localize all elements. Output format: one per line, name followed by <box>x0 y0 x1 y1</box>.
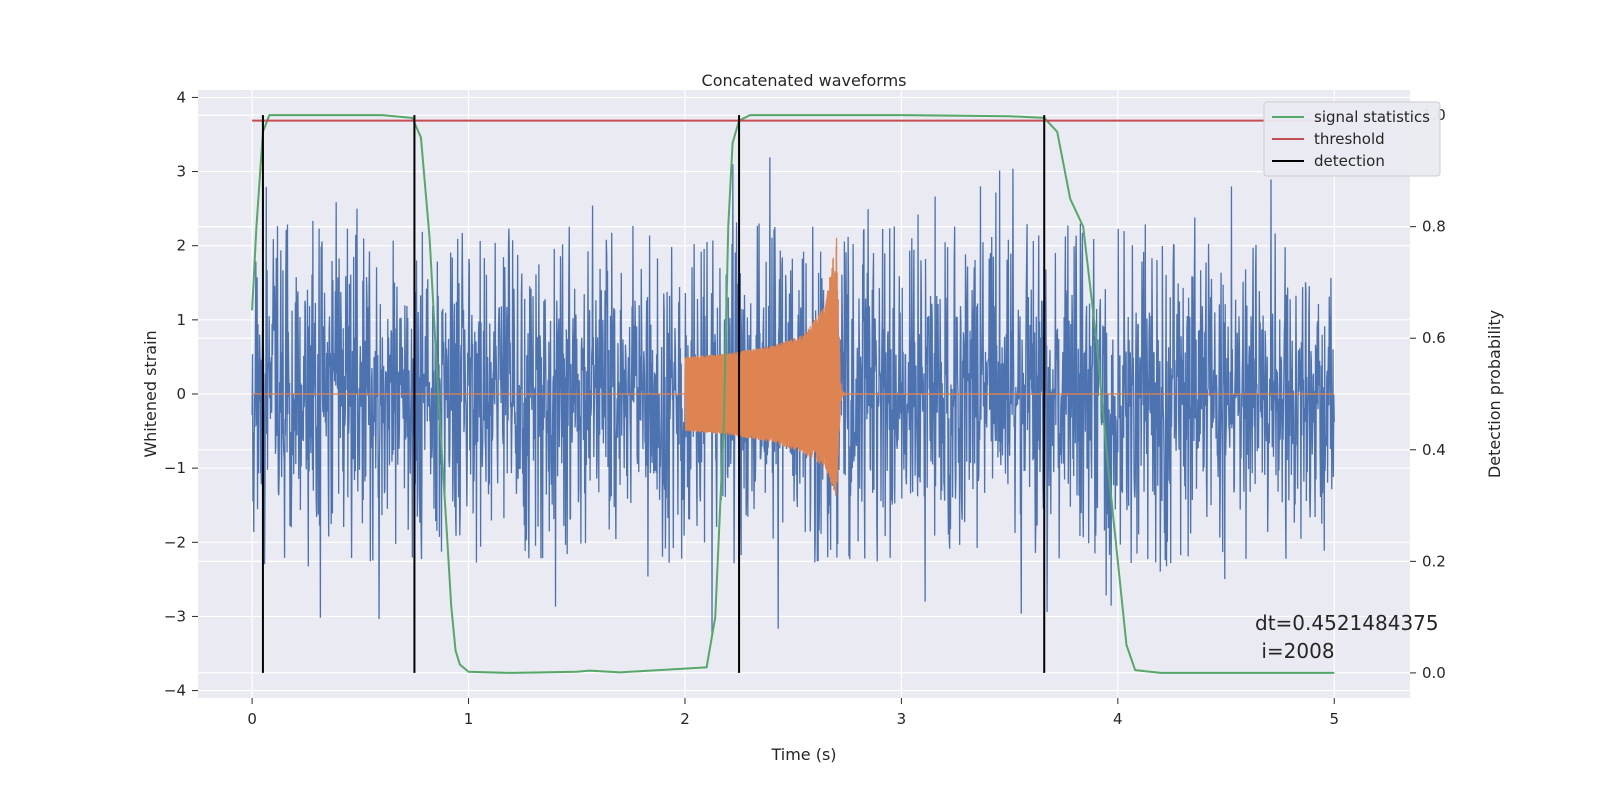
y-right-tick-label-1: 0.2 <box>1422 552 1446 570</box>
legend-box <box>1263 101 1441 177</box>
y-tick-label-3: −1 <box>164 459 186 477</box>
chart-title: Concatenated waveforms <box>702 71 907 90</box>
y-tick-label-1: −3 <box>164 607 186 625</box>
y-tick-label-4: 0 <box>176 385 186 403</box>
y-tick-label-0: −4 <box>164 682 186 700</box>
legend-label-2: detection <box>1314 152 1385 170</box>
legend: signal statistics threshold detection <box>1263 101 1441 177</box>
strain-noise-series <box>251 157 1335 634</box>
x-tick-label-2: 2 <box>680 710 690 728</box>
y-tick-label-2: −2 <box>164 533 186 551</box>
legend-label-1: threshold <box>1314 130 1385 148</box>
x-tick-label-1: 1 <box>464 710 474 728</box>
x-tick-label-4: 4 <box>1113 710 1123 728</box>
y-right-tick-label-0: 0.0 <box>1422 664 1446 682</box>
y-axis-label: Whitened strain <box>141 330 160 457</box>
x-tick-label-5: 5 <box>1329 710 1339 728</box>
y-tick-label-8: 4 <box>176 88 186 106</box>
y-right-tick-label-3: 0.6 <box>1422 329 1446 347</box>
x-tick-label-3: 3 <box>897 710 907 728</box>
x-tick-label-0: 0 <box>247 710 257 728</box>
y-axis-right-label: Detection probability <box>1485 310 1504 478</box>
y-right-tick-label-4: 0.8 <box>1422 218 1446 236</box>
annotation-index: i=2008 <box>1255 639 1335 663</box>
signal-statistics-line <box>251 114 1335 674</box>
y-tick-label-7: 3 <box>176 163 186 181</box>
y-right-tick-label-2: 0.4 <box>1422 441 1446 459</box>
annotation: dt=0.4521484375 i=2008 <box>1255 611 1439 663</box>
y-tick-label-6: 2 <box>176 237 186 255</box>
legend-label-0: signal statistics <box>1314 108 1430 126</box>
y-tick-label-5: 1 <box>176 311 186 329</box>
x-axis-label: Time (s) <box>770 745 836 764</box>
annotation-dt: dt=0.4521484375 <box>1255 611 1439 635</box>
injected-waveform-series <box>252 237 1335 496</box>
